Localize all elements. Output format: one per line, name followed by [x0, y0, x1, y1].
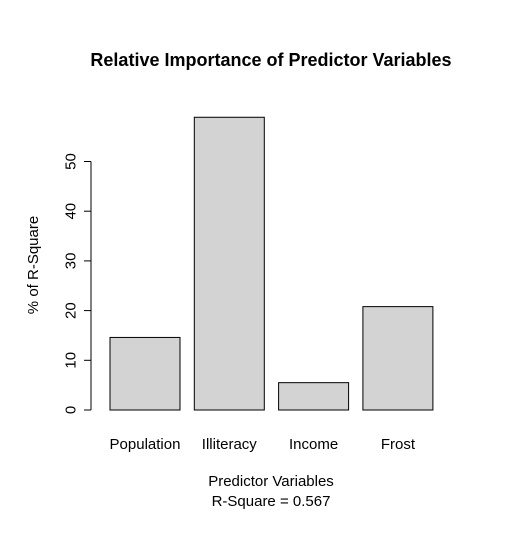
x-tick-label-frost: Frost	[381, 436, 416, 453]
y-axis: 0 10 20 30 40 50	[63, 153, 92, 414]
y-axis-label: % of R-Square	[25, 216, 42, 314]
r-square-label: R-Square = 0.567	[212, 493, 331, 510]
x-tick-label-illiteracy: Illiteracy	[202, 436, 258, 453]
x-tick-label-income: Income	[289, 436, 338, 453]
bar-population	[109, 336, 181, 411]
x-tick-label-population: Population	[110, 436, 181, 453]
y-tick-label: 10	[63, 352, 80, 369]
y-tick-label: 0	[63, 406, 80, 414]
bars-group	[109, 116, 434, 411]
bar-frost	[362, 306, 434, 411]
y-tick-label: 50	[63, 153, 80, 170]
y-tick-label: 40	[63, 203, 80, 220]
x-axis-label: Predictor Variables	[208, 473, 334, 490]
x-tick-labels: Population Illiteracy Income Frost	[110, 436, 416, 453]
y-tick-label: 30	[63, 253, 80, 270]
bar-illiteracy	[193, 116, 265, 411]
bar-income	[278, 382, 350, 411]
y-tick-label: 20	[63, 302, 80, 319]
chart-title: Relative Importance of Predictor Variabl…	[90, 50, 451, 70]
